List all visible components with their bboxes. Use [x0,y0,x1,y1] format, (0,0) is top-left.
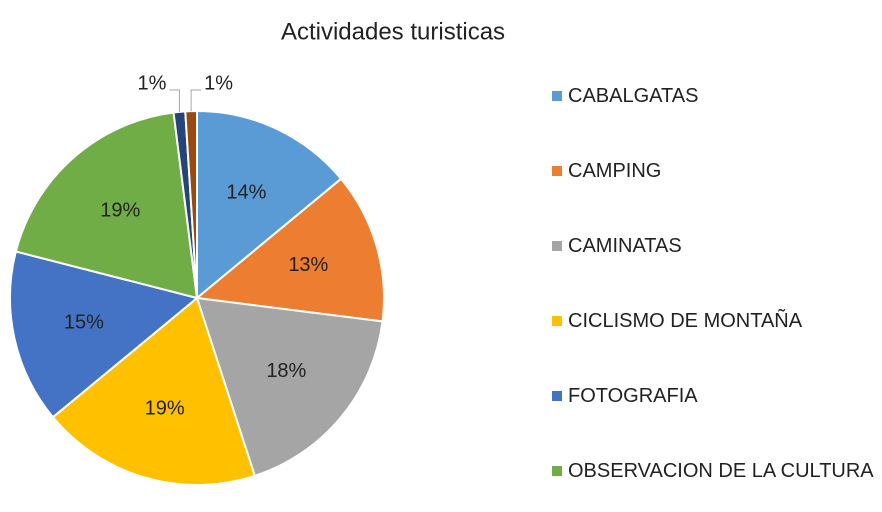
data-label: 13% [288,254,328,276]
legend-swatch [552,316,562,326]
data-label: 1% [137,72,166,94]
legend-label: OBSERVACION DE LA CULTURA [568,460,874,482]
legend-swatch [552,391,562,401]
legend-swatch [552,91,562,101]
data-label: 14% [226,181,266,203]
pie-slice [194,177,385,323]
chart-title: Actividades turisticas [281,18,505,45]
legend-item: CICLISMO DE MONTAÑA [552,310,877,333]
pie-slice [51,296,257,486]
legend-swatch [552,466,562,476]
legend-item: CAMPING [552,160,877,183]
legend-item: FOTOGRAFIA [552,385,877,408]
legend-item: CABALGATAS [552,85,877,108]
legend-label: CAMPING [568,160,662,182]
leader-line [190,89,202,112]
pie-slice [14,111,199,300]
data-label: 19% [100,199,140,221]
legend-item: CAMINATAS [552,235,877,258]
legend-swatch [552,241,562,251]
data-label: 19% [145,398,185,420]
data-label: 1% [204,72,233,94]
pie-slice [9,250,200,419]
data-label: 15% [64,312,104,334]
legend-label: FOTOGRAFIA [568,385,698,407]
legend-label: CAMINATAS [568,235,682,257]
legend-swatch [552,166,562,176]
legend-label: CICLISMO DE MONTAÑA [568,310,803,332]
legend-item: OBSERVACION DE LA CULTURA [552,460,877,483]
pie-slice [196,109,343,301]
data-label: 18% [266,360,306,382]
legend-label: CABALGATAS [568,85,699,107]
pie-slice [195,296,384,478]
leader-line [169,89,180,112]
